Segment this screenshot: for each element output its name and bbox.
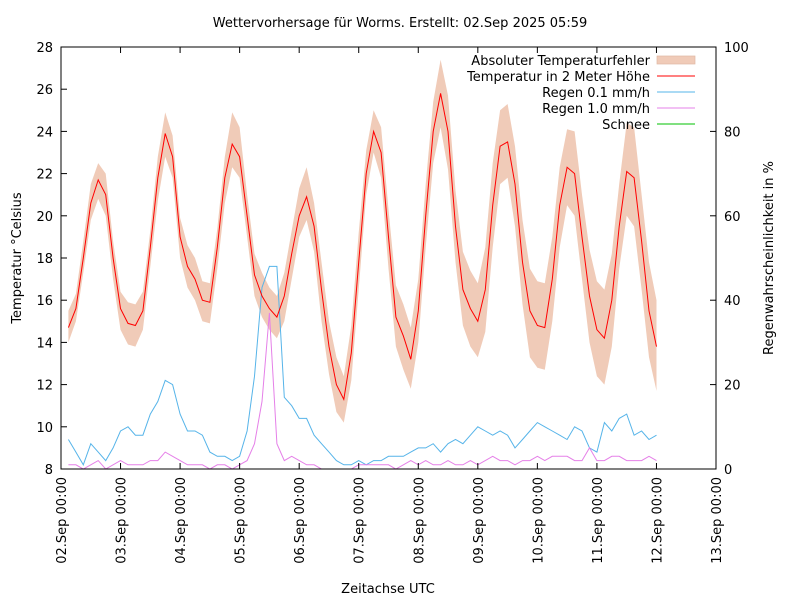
legend-label-rain10: Regen 1.0 mm/h	[542, 102, 650, 117]
y-tick-label: 20	[36, 210, 53, 225]
y-axis-label: Temperatur °Celsius	[10, 192, 25, 325]
y-tick-label: 22	[36, 168, 53, 183]
y-tick-label: 14	[36, 336, 53, 351]
x-tick-label: 08.Sep 00:00	[412, 477, 427, 564]
x-tick-label: 12.Sep 00:00	[650, 477, 665, 564]
y-tick-label: 28	[36, 41, 53, 56]
y2-tick-label: 0	[724, 463, 732, 478]
legend-swatch-error	[656, 55, 696, 65]
rain-01-line	[67, 265, 657, 466]
y-tick-label: 26	[36, 83, 53, 98]
x-tick-label: 04.Sep 00:00	[174, 477, 189, 564]
x-axis-ticks: 02.Sep 00:00 03.Sep 00:00 04.Sep 00:00 05.S…	[55, 47, 725, 564]
rain-10-line	[68, 312, 657, 470]
x-tick-label: 09.Sep 00:00	[472, 477, 487, 564]
y-tick-label: 12	[36, 379, 53, 394]
x-axis-label: Zeitachse UTC	[341, 582, 435, 597]
x-tick-label: 02.Sep 00:00	[55, 477, 70, 564]
y-tick-label: 18	[36, 252, 53, 267]
y-axis-ticks: 8 10 12 14 16 18 20 22 24 26 28	[36, 41, 67, 478]
legend-label-temperature: Temperatur in 2 Meter Höhe	[466, 70, 650, 85]
x-tick-label: 06.Sep 00:00	[293, 477, 308, 564]
y2-tick-label: 40	[724, 294, 741, 309]
y2-tick-label: 80	[724, 125, 741, 140]
y2-tick-label: 60	[724, 210, 741, 225]
y2-axis-ticks: 0 20 40 60 80 100	[710, 41, 749, 478]
x-tick-label: 11.Sep 00:00	[591, 477, 606, 564]
x-tick-label: 13.Sep 00:00	[710, 477, 725, 564]
temperature-line	[67, 93, 657, 402]
x-tick-label: 07.Sep 00:00	[353, 477, 368, 564]
x-tick-label: 03.Sep 00:00	[115, 477, 130, 564]
legend-label-error: Absoluter Temperaturfehler	[471, 54, 650, 69]
y-tick-label: 16	[36, 294, 53, 309]
y-tick-label: 24	[36, 125, 53, 140]
rain-layer	[67, 265, 657, 470]
legend: Absoluter Temperaturfehler Temperatur in…	[466, 54, 696, 133]
y2-axis-label: Regenwahrscheinlichkeit in %	[762, 161, 777, 355]
legend-label-rain01: Regen 0.1 mm/h	[542, 86, 650, 101]
temperature-layer	[67, 93, 657, 402]
y-tick-label: 10	[36, 421, 53, 436]
chart-title: Wettervorhersage für Worms. Erstellt: 02…	[213, 16, 588, 31]
y2-tick-label: 20	[724, 379, 741, 394]
x-tick-label: 05.Sep 00:00	[234, 477, 249, 564]
legend-label-snow: Schnee	[602, 118, 650, 133]
y-tick-label: 8	[45, 463, 53, 478]
y2-tick-label: 100	[724, 41, 749, 56]
x-tick-label: 10.Sep 00:00	[531, 477, 546, 564]
